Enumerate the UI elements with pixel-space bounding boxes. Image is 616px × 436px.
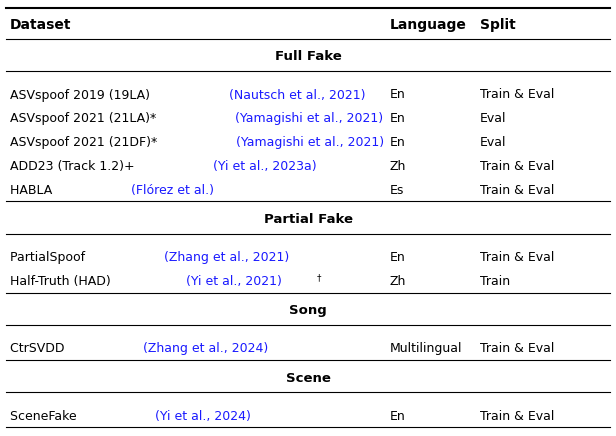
Text: En: En [390,251,406,264]
Text: Train: Train [480,275,510,288]
Text: Es: Es [390,184,404,197]
Text: (Zhang et al., 2021): (Zhang et al., 2021) [164,251,289,264]
Text: Multilingual: Multilingual [390,342,463,355]
Text: Train & Eval: Train & Eval [480,184,554,197]
Text: (Yamagishi et al., 2021): (Yamagishi et al., 2021) [236,136,384,149]
Text: ASVspoof 2019 (19LA): ASVspoof 2019 (19LA) [10,89,154,102]
Text: Zh: Zh [390,275,407,288]
Text: (Flórez et al.): (Flórez et al.) [131,184,214,197]
Text: Full Fake: Full Fake [275,50,341,63]
Text: Train & Eval: Train & Eval [480,251,554,264]
Text: (Yi et al., 2021): (Yi et al., 2021) [185,275,282,288]
Text: Train & Eval: Train & Eval [480,410,554,422]
Text: En: En [390,112,406,125]
Text: Scene: Scene [286,371,330,385]
Text: En: En [390,89,406,102]
Text: Split: Split [480,18,516,32]
Text: Song: Song [289,304,327,317]
Text: Eval: Eval [480,112,506,125]
Text: Partial Fake: Partial Fake [264,213,352,226]
Text: En: En [390,410,406,422]
Text: Train & Eval: Train & Eval [480,89,554,102]
Text: HABLA: HABLA [10,184,56,197]
Text: Train & Eval: Train & Eval [480,160,554,173]
Text: PartialSpoof: PartialSpoof [10,251,89,264]
Text: (Yi et al., 2023a): (Yi et al., 2023a) [213,160,317,173]
Text: (Yamagishi et al., 2021): (Yamagishi et al., 2021) [235,112,383,125]
Text: (Yi et al., 2024): (Yi et al., 2024) [155,410,251,422]
Text: SceneFake: SceneFake [10,410,81,422]
Text: (Zhang et al., 2024): (Zhang et al., 2024) [144,342,269,355]
Text: ADD23 (Track 1.2)+: ADD23 (Track 1.2)+ [10,160,139,173]
Text: †: † [317,273,321,282]
Text: Train & Eval: Train & Eval [480,342,554,355]
Text: En: En [390,136,406,149]
Text: (Nautsch et al., 2021): (Nautsch et al., 2021) [229,89,365,102]
Text: ASVspoof 2021 (21LA)*: ASVspoof 2021 (21LA)* [10,112,160,125]
Text: CtrSVDD: CtrSVDD [10,342,68,355]
Text: Eval: Eval [480,136,506,149]
Text: Half-Truth (HAD): Half-Truth (HAD) [10,275,111,288]
Text: Dataset: Dataset [10,18,71,32]
Text: Zh: Zh [390,160,407,173]
Text: Language: Language [390,18,467,32]
Text: ASVspoof 2021 (21DF)*: ASVspoof 2021 (21DF)* [10,136,161,149]
